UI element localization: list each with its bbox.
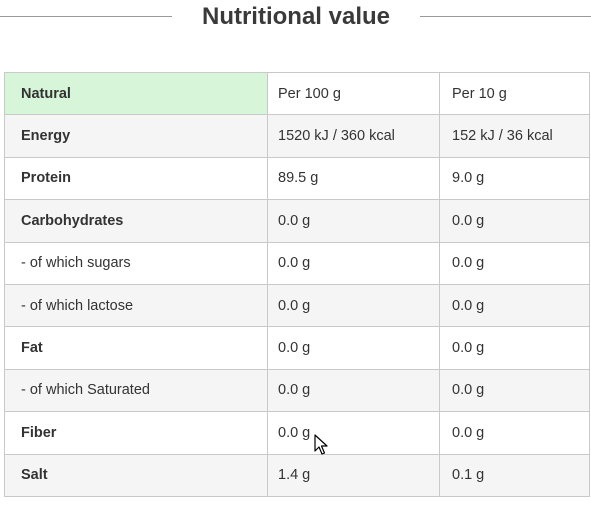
value-per-10g: 9.0 g	[439, 156, 590, 201]
table-row: - of which lactose 0.0 g 0.0 g	[4, 283, 590, 328]
nutrient-label: Carbohydrates	[4, 199, 268, 243]
value-per-10g: 0.0 g	[439, 326, 590, 370]
heading-divider-right	[420, 16, 591, 17]
header-cell-per-10g: Per 10 g	[439, 71, 590, 116]
nutrient-label: - of which lactose	[4, 283, 268, 328]
value-per-100g: 1520 kJ / 360 kcal	[267, 114, 440, 158]
value-per-100g: 0.0 g	[267, 411, 440, 455]
nutrient-label: - of which sugars	[4, 241, 268, 285]
table-row: Carbohydrates 0.0 g 0.0 g	[4, 199, 590, 243]
value-per-100g: 0.0 g	[267, 199, 440, 243]
heading-divider-left	[0, 16, 172, 17]
header-cell-per-100g: Per 100 g	[267, 71, 440, 116]
table-row: Fat 0.0 g 0.0 g	[4, 326, 590, 370]
nutrient-label: Fiber	[4, 411, 268, 455]
table-row: Salt 1.4 g 0.1 g	[4, 453, 590, 497]
nutrient-label: Protein	[4, 156, 268, 201]
table-header-row: Natural Per 100 g Per 10 g	[4, 71, 590, 116]
table-row: Fiber 0.0 g 0.0 g	[4, 411, 590, 455]
value-per-100g: 1.4 g	[267, 453, 440, 497]
value-per-10g: 0.0 g	[439, 199, 590, 243]
nutrient-label: - of which Saturated	[4, 368, 268, 413]
value-per-10g: 152 kJ / 36 kcal	[439, 114, 590, 158]
table-row: - of which Saturated 0.0 g 0.0 g	[4, 368, 590, 413]
value-per-100g: 89.5 g	[267, 156, 440, 201]
value-per-100g: 0.0 g	[267, 241, 440, 285]
value-per-10g: 0.0 g	[439, 241, 590, 285]
table-row: Energy 1520 kJ / 360 kcal 152 kJ / 36 kcal	[4, 114, 590, 158]
nutrient-label: Energy	[4, 114, 268, 158]
value-per-10g: 0.0 g	[439, 368, 590, 413]
value-per-10g: 0.0 g	[439, 283, 590, 328]
header-cell-natural: Natural	[4, 71, 268, 116]
table-row: - of which sugars 0.0 g 0.0 g	[4, 241, 590, 285]
value-per-100g: 0.0 g	[267, 283, 440, 328]
page-title: Nutritional value	[201, 3, 391, 30]
mouse-pointer-icon	[314, 434, 328, 455]
value-per-10g: 0.1 g	[439, 453, 590, 497]
value-per-100g: 0.0 g	[267, 326, 440, 370]
nutrient-label: Fat	[4, 326, 268, 370]
value-per-100g: 0.0 g	[267, 368, 440, 413]
table-row: Protein 89.5 g 9.0 g	[4, 156, 590, 201]
nutrition-table: Natural Per 100 g Per 10 g Energy 1520 kJ…	[4, 71, 590, 497]
section-heading: Nutritional value	[0, 0, 591, 34]
nutrient-label: Salt	[4, 453, 268, 497]
value-per-10g: 0.0 g	[439, 411, 590, 455]
